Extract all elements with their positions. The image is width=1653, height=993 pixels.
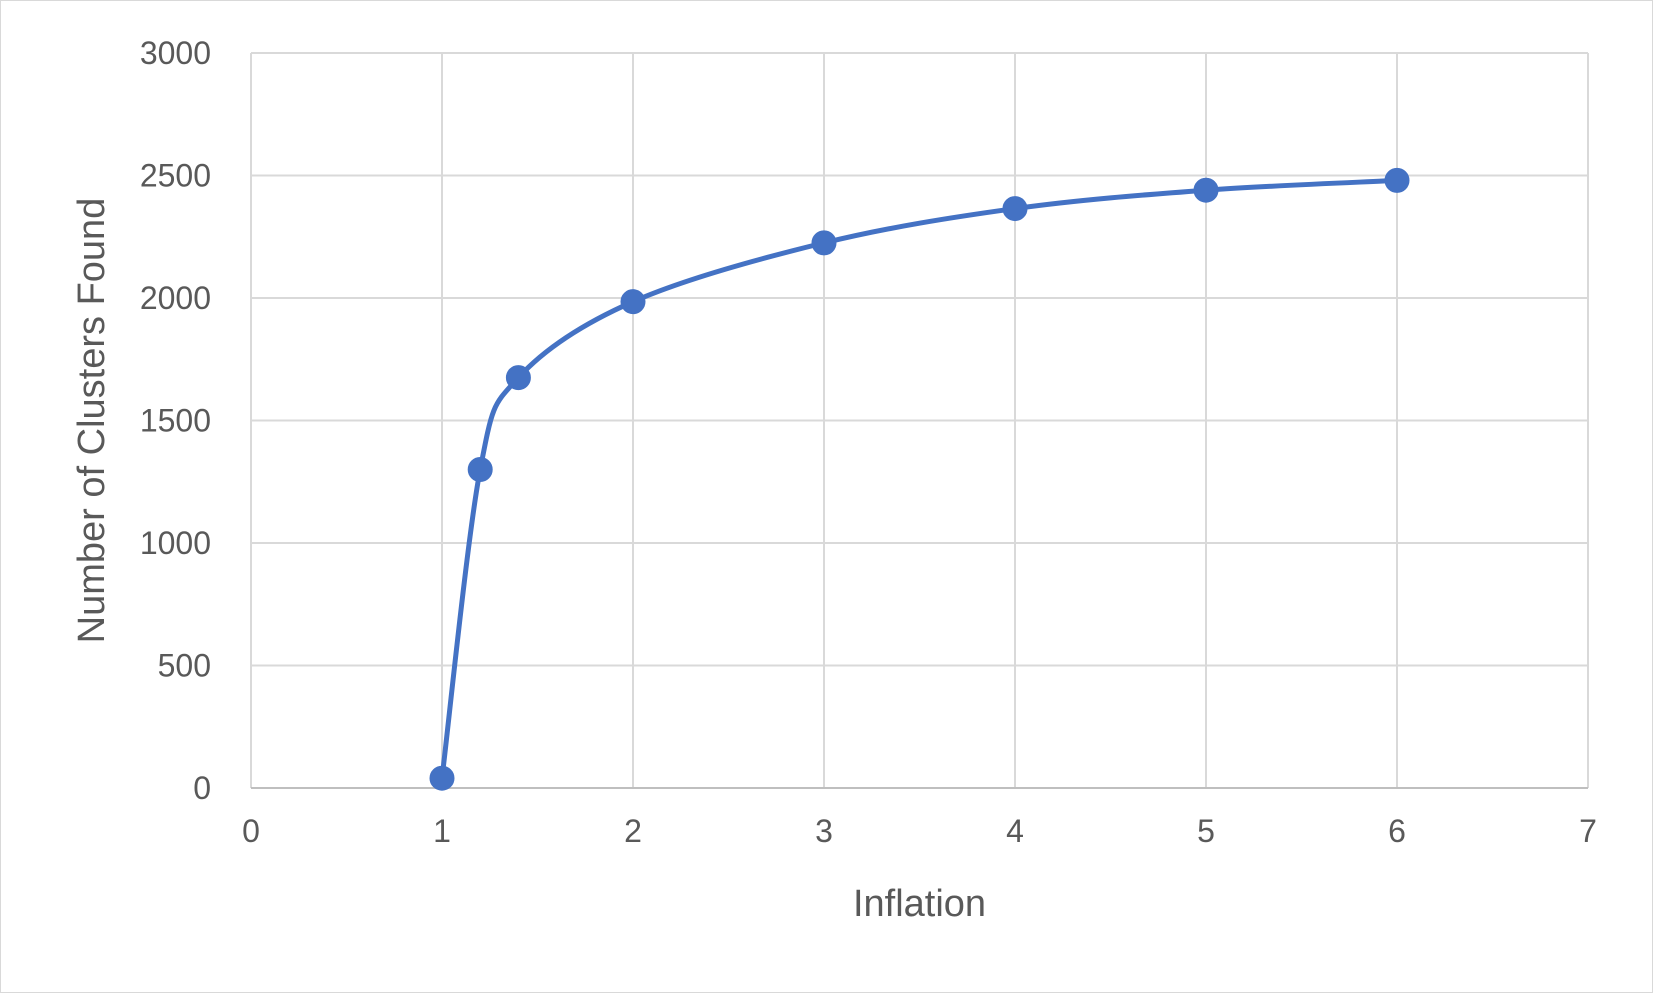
x-tick-label: 0 (242, 813, 260, 849)
x-tick-label: 6 (1388, 813, 1406, 849)
data-point (1193, 177, 1219, 203)
data-point (1002, 196, 1028, 222)
y-tick-label: 3000 (140, 35, 211, 71)
data-point (429, 765, 455, 791)
tick-layer: 0 500 1000 1500 2000 2500 3000 0 1 2 3 4 5 6 7 (140, 35, 1597, 849)
series-layer (429, 167, 1410, 791)
data-point (505, 365, 531, 391)
x-tick-label: 3 (815, 813, 833, 849)
x-tick-label: 5 (1197, 813, 1215, 849)
y-tick-label: 500 (158, 648, 211, 684)
x-tick-label: 7 (1579, 813, 1597, 849)
x-axis-title: Inflation (853, 883, 986, 925)
data-point (811, 230, 837, 256)
y-tick-label: 1000 (140, 525, 211, 561)
x-tick-label: 2 (624, 813, 642, 849)
y-tick-label: 0 (193, 770, 211, 806)
data-point (1384, 167, 1410, 193)
y-tick-label: 2000 (140, 280, 211, 316)
x-tick-label: 1 (433, 813, 451, 849)
y-tick-label: 1500 (140, 403, 211, 439)
y-axis-title: Number of Clusters Found (71, 198, 113, 644)
series-line (439, 177, 1400, 781)
data-point (467, 457, 493, 482)
x-tick-label: 4 (1006, 813, 1024, 849)
grid-layer (250, 52, 1589, 788)
y-tick-label: 2500 (140, 158, 211, 194)
data-point (620, 289, 646, 315)
